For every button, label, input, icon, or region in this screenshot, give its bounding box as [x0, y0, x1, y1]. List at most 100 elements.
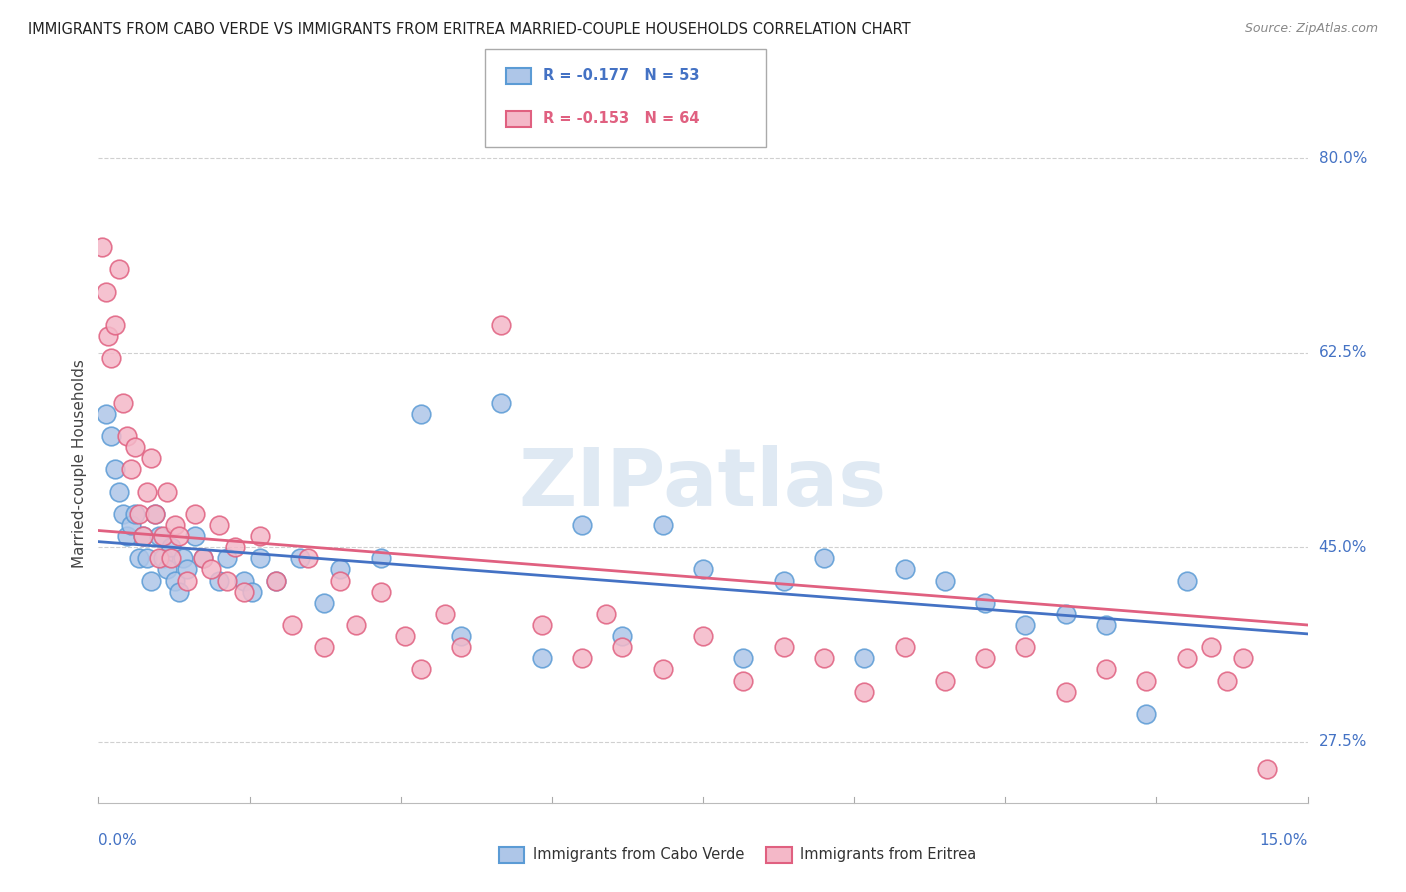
Point	[111, 507, 134, 521]
Point	[1014, 618, 1036, 632]
Point	[853, 684, 876, 698]
Text: 45.0%: 45.0%	[1319, 540, 1367, 555]
Point	[530, 651, 553, 665]
Point	[264, 574, 287, 588]
Point	[107, 484, 129, 499]
Point	[394, 629, 416, 643]
Text: 27.5%: 27.5%	[1319, 734, 1367, 749]
Point	[1199, 640, 1222, 655]
Point	[1175, 651, 1198, 665]
Point	[115, 429, 138, 443]
Text: IMMIGRANTS FROM CABO VERDE VS IMMIGRANTS FROM ERITREA MARRIED-COUPLE HOUSEHOLDS : IMMIGRANTS FROM CABO VERDE VS IMMIGRANTS…	[28, 22, 911, 37]
Point	[1135, 673, 1157, 688]
Point	[1054, 684, 1077, 698]
Point	[124, 440, 146, 454]
Point	[530, 618, 553, 632]
Point	[224, 540, 246, 554]
Point	[120, 462, 142, 476]
Point	[128, 507, 150, 521]
Point	[128, 551, 150, 566]
Point	[135, 484, 157, 499]
Point	[232, 584, 254, 599]
Point	[491, 395, 513, 409]
Point	[139, 574, 162, 588]
Text: 80.0%: 80.0%	[1319, 151, 1367, 166]
Point	[132, 529, 155, 543]
Point	[208, 574, 231, 588]
Point	[264, 574, 287, 588]
Point	[571, 651, 593, 665]
Point	[132, 529, 155, 543]
Point	[612, 629, 634, 643]
Point	[156, 562, 179, 576]
Point	[314, 596, 336, 610]
Point	[148, 529, 170, 543]
Point	[176, 574, 198, 588]
Point	[103, 462, 125, 476]
Point	[91, 240, 114, 254]
Point	[163, 574, 186, 588]
Point	[450, 640, 472, 655]
Point	[409, 662, 432, 676]
Point	[167, 584, 190, 599]
Point	[96, 285, 118, 299]
Point	[120, 518, 142, 533]
Text: Source: ZipAtlas.com: Source: ZipAtlas.com	[1244, 22, 1378, 36]
Point	[1095, 618, 1118, 632]
Point	[200, 562, 222, 576]
Point	[409, 407, 432, 421]
Point	[893, 562, 915, 576]
Point	[434, 607, 457, 621]
Point	[1054, 607, 1077, 621]
Point	[107, 262, 129, 277]
Point	[344, 618, 367, 632]
Point	[692, 629, 714, 643]
Point	[148, 551, 170, 566]
Point	[160, 551, 183, 566]
Point	[152, 551, 174, 566]
Point	[100, 351, 122, 366]
Point	[160, 540, 183, 554]
Point	[184, 507, 207, 521]
Point	[974, 596, 997, 610]
Point	[934, 673, 956, 688]
Point	[733, 651, 755, 665]
Point	[450, 629, 472, 643]
Point	[772, 574, 794, 588]
Point	[115, 529, 138, 543]
Point	[651, 518, 673, 533]
Point	[733, 673, 755, 688]
Text: Immigrants from Eritrea: Immigrants from Eritrea	[800, 847, 976, 862]
Point	[1014, 640, 1036, 655]
Point	[163, 518, 186, 533]
Text: ZIPatlas: ZIPatlas	[519, 445, 887, 524]
Point	[1095, 662, 1118, 676]
Point	[370, 551, 392, 566]
Text: R = -0.177   N = 53: R = -0.177 N = 53	[543, 69, 699, 83]
Point	[232, 574, 254, 588]
Point	[143, 507, 166, 521]
Point	[217, 551, 239, 566]
Point	[97, 329, 120, 343]
Point	[111, 395, 134, 409]
Point	[813, 551, 835, 566]
Text: 62.5%: 62.5%	[1319, 345, 1367, 360]
Point	[152, 529, 174, 543]
Point	[103, 318, 125, 332]
Point	[314, 640, 336, 655]
Text: R = -0.153   N = 64: R = -0.153 N = 64	[543, 112, 699, 126]
Y-axis label: Married-couple Households: Married-couple Households	[72, 359, 87, 568]
Point	[974, 651, 997, 665]
Point	[139, 451, 162, 466]
Point	[249, 529, 271, 543]
Point	[135, 551, 157, 566]
Point	[124, 507, 146, 521]
Point	[772, 640, 794, 655]
Point	[249, 551, 271, 566]
Point	[934, 574, 956, 588]
Point	[612, 640, 634, 655]
Point	[1232, 651, 1254, 665]
Point	[893, 640, 915, 655]
Point	[96, 407, 118, 421]
Point	[156, 484, 179, 499]
